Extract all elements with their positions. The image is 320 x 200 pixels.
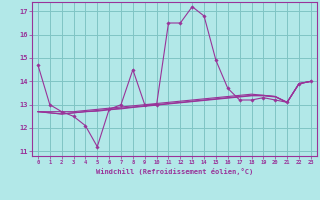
X-axis label: Windchill (Refroidissement éolien,°C): Windchill (Refroidissement éolien,°C) (96, 168, 253, 175)
